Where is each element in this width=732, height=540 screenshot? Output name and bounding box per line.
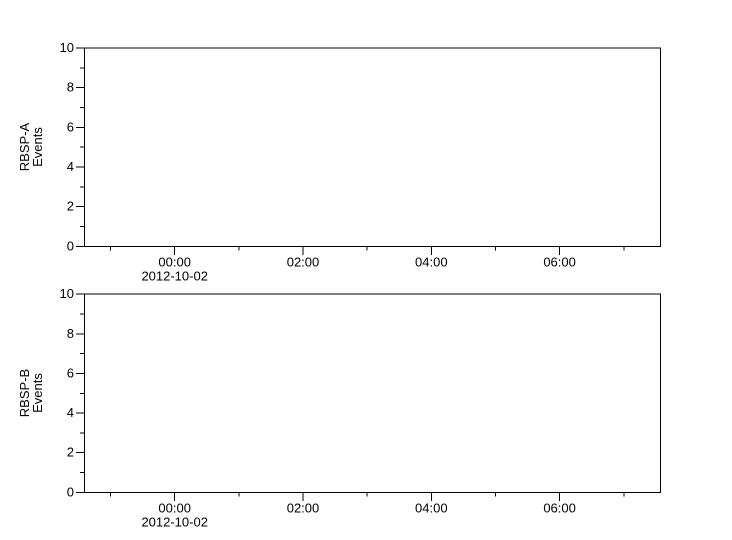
- svg-text:00:00: 00:00: [158, 500, 191, 515]
- svg-text:8: 8: [67, 80, 74, 95]
- svg-text:8: 8: [67, 326, 74, 341]
- svg-text:06:00: 06:00: [543, 500, 576, 515]
- svg-text:2012-10-02: 2012-10-02: [141, 514, 208, 529]
- svg-text:6: 6: [67, 119, 74, 134]
- svg-text:4: 4: [67, 159, 74, 174]
- svg-text:4: 4: [67, 405, 74, 420]
- svg-text:2: 2: [67, 445, 74, 460]
- svg-text:04:00: 04:00: [415, 500, 448, 515]
- svg-text:Events: Events: [30, 127, 45, 167]
- svg-text:2012-10-02: 2012-10-02: [141, 268, 208, 283]
- svg-text:Events: Events: [30, 373, 45, 413]
- svg-text:10: 10: [60, 40, 74, 55]
- svg-text:00:00: 00:00: [158, 254, 191, 269]
- svg-text:0: 0: [67, 238, 74, 253]
- svg-text:02:00: 02:00: [287, 254, 320, 269]
- svg-text:6: 6: [67, 365, 74, 380]
- svg-text:0: 0: [67, 484, 74, 499]
- svg-text:06:00: 06:00: [543, 254, 576, 269]
- svg-text:2: 2: [67, 199, 74, 214]
- svg-text:10: 10: [60, 286, 74, 301]
- svg-text:04:00: 04:00: [415, 254, 448, 269]
- svg-text:02:00: 02:00: [287, 500, 320, 515]
